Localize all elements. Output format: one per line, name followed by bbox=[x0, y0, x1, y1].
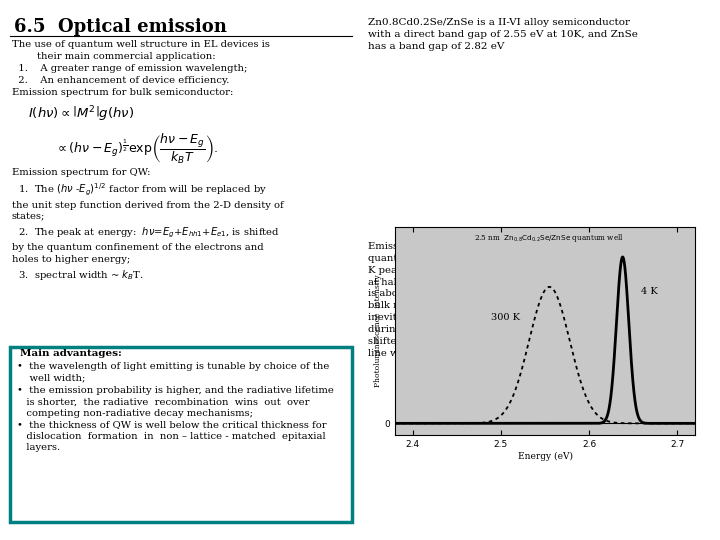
Text: Emission spectrum for QW:
  1.  The $(h\nu$ -$E_g)^{1/2}$ factor from will be re: Emission spectrum for QW: 1. The $(h\nu$… bbox=[12, 168, 284, 282]
Text: The use of quantum well structure in EL devices is
        their main commercial: The use of quantum well structure in EL … bbox=[12, 40, 270, 85]
Text: •  the wavelength of light emitting is tunable by choice of the
    well width;: • the wavelength of light emitting is tu… bbox=[17, 362, 329, 383]
Bar bbox=[10, 347, 352, 522]
Text: 300 K: 300 K bbox=[491, 313, 520, 322]
Text: Zn0.8Cd0.2Se/ZnSe is a II-VI alloy semiconductor
with a direct band gap of 2.55 : Zn0.8Cd0.2Se/ZnSe is a II-VI alloy semic… bbox=[368, 18, 638, 51]
Text: 2.5 nm  $\mathrm{Zn_{0.8}Cd_{0.2}Se/ZnSe}$ quantum well: 2.5 nm $\mathrm{Zn_{0.8}Cd_{0.2}Se/ZnSe}… bbox=[474, 232, 624, 244]
Text: •  the emission probability is higher, and the radiative lifetime
   is shorter,: • the emission probability is higher, an… bbox=[17, 386, 334, 418]
Text: Main advantages:: Main advantages: bbox=[20, 349, 122, 358]
X-axis label: Energy (eV): Energy (eV) bbox=[518, 451, 572, 461]
Text: Emission spectrum for bulk semiconductor:: Emission spectrum for bulk semiconductor… bbox=[12, 88, 233, 97]
Text: 4 K: 4 K bbox=[641, 287, 657, 295]
Text: Emission spectrum of a 2.5 nm Zn₀.₈Cd₀.₂Se/ZnSe
quantum well at 10 K and RT.  Th: Emission spectrum of a 2.5 nm Zn₀.₈Cd₀.₂… bbox=[368, 242, 625, 357]
Text: •  the thickness of QW is well below the critical thickness for
   dislocation  : • the thickness of QW is well below the … bbox=[17, 420, 327, 453]
Text: $\propto (h\nu - E_g)^{\frac{1}{2}} \exp\!\left(\dfrac{h\nu - E_g}{k_B T}\right): $\propto (h\nu - E_g)^{\frac{1}{2}} \exp… bbox=[55, 132, 219, 166]
Text: 6.5  Optical emission: 6.5 Optical emission bbox=[14, 18, 227, 36]
Text: $I(h\nu) \propto \left|M^2\right|g(h\nu)$: $I(h\nu) \propto \left|M^2\right|g(h\nu)… bbox=[28, 104, 134, 124]
Y-axis label: Photoluminescence  intensity: Photoluminescence intensity bbox=[374, 275, 382, 387]
